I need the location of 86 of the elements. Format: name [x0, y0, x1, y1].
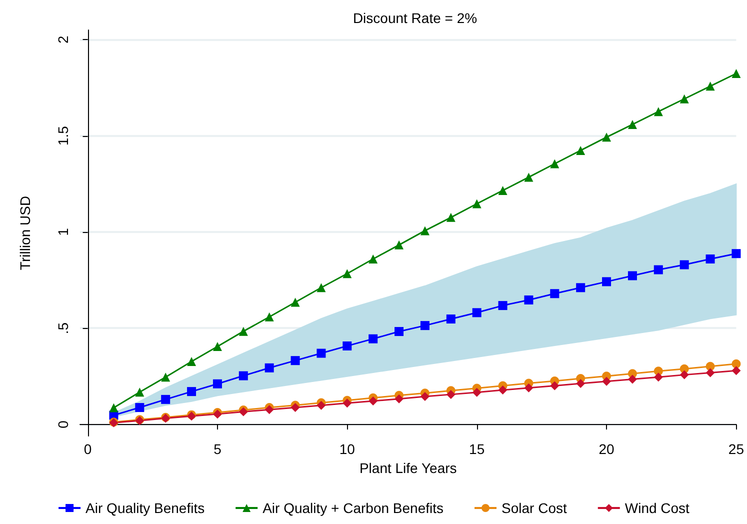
point [524, 295, 534, 304]
point [446, 314, 456, 324]
x-tick-label: 25 [728, 441, 744, 457]
point [732, 249, 741, 258]
point [212, 342, 222, 352]
point [394, 327, 404, 336]
y-tick-label: 1.5 [55, 126, 71, 146]
point [290, 356, 300, 366]
point [187, 387, 196, 396]
point [524, 172, 534, 182]
point [420, 392, 430, 402]
x-tick-label: 0 [84, 441, 92, 457]
point [368, 334, 378, 344]
point [161, 372, 170, 382]
point [680, 370, 689, 380]
point [316, 283, 326, 292]
point [161, 394, 170, 404]
point [498, 301, 508, 310]
point [264, 363, 274, 372]
point [290, 403, 300, 412]
point [706, 368, 715, 378]
point [654, 107, 663, 116]
legend-label: Air Quality + Carbon Benefits [262, 500, 444, 516]
point [732, 359, 741, 368]
point [706, 82, 715, 91]
legend-label: Wind Cost [624, 500, 690, 516]
x-tick-label: 10 [339, 441, 356, 457]
point [187, 357, 196, 366]
point [420, 226, 430, 236]
point [264, 312, 274, 322]
point [135, 403, 144, 412]
point [238, 371, 248, 380]
point [238, 326, 248, 336]
chart-title: Discount Rate = 2% [352, 10, 478, 26]
point [446, 390, 456, 399]
x-axis-title: Plant Life Years [359, 460, 457, 476]
point [368, 396, 378, 406]
point [628, 120, 637, 129]
point [628, 271, 637, 280]
point [472, 199, 482, 208]
point [732, 68, 741, 78]
point [316, 400, 326, 410]
point [446, 212, 456, 222]
point [394, 240, 404, 250]
point [472, 388, 482, 397]
point [472, 308, 482, 318]
point [654, 372, 663, 382]
point [524, 383, 534, 392]
x-tick-label: 5 [214, 441, 222, 457]
y-tick-label: .5 [55, 322, 71, 334]
point [732, 366, 741, 376]
x-tick-label: 15 [469, 441, 485, 457]
legend-label: Solar Cost [502, 500, 567, 516]
point [498, 386, 508, 395]
x-tick-label: 20 [598, 441, 615, 457]
point [602, 132, 612, 142]
point [550, 159, 560, 168]
point [290, 298, 300, 307]
y-tick-label: 2 [55, 36, 71, 44]
y-tick-label: 1 [55, 228, 71, 236]
point [498, 186, 508, 195]
point [576, 378, 586, 388]
point [706, 254, 715, 264]
y-tick-label: 0 [55, 420, 71, 428]
point [550, 289, 560, 298]
legend-label: Air Quality Benefits [86, 500, 205, 516]
y-axis-title: Trillion USD [17, 196, 33, 270]
point [576, 283, 586, 292]
point [342, 269, 352, 278]
point [602, 277, 612, 286]
point [680, 94, 689, 104]
point [654, 265, 663, 274]
point [628, 374, 637, 384]
point [394, 394, 404, 404]
point [342, 398, 352, 408]
point [420, 321, 430, 330]
point [602, 376, 612, 386]
point [316, 348, 326, 358]
point [680, 260, 689, 270]
point [212, 379, 222, 388]
point [368, 254, 378, 264]
point [109, 403, 118, 412]
point [550, 381, 560, 390]
point [135, 388, 144, 397]
point [576, 146, 586, 155]
point [342, 341, 352, 350]
